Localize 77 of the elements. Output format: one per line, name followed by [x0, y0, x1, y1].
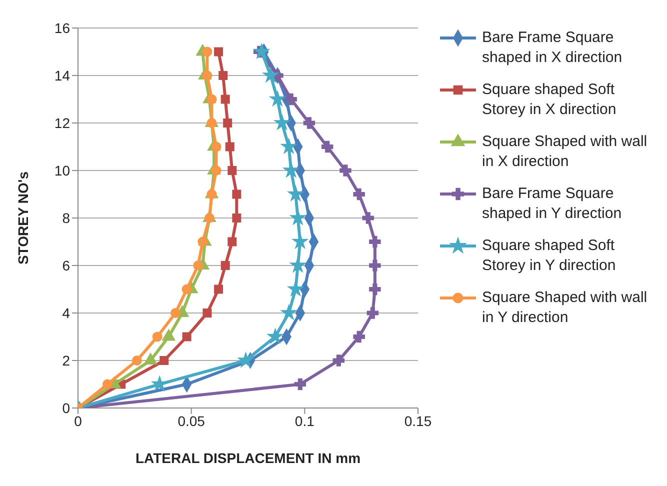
- point: [102, 379, 112, 390]
- point: [232, 190, 242, 199]
- point: [369, 283, 381, 296]
- point: [202, 308, 212, 318]
- point: [283, 162, 299, 178]
- point: [254, 44, 270, 58]
- point: [288, 281, 304, 296]
- x-tick-label: 0.15: [404, 412, 432, 429]
- point: [369, 236, 381, 248]
- point: [288, 186, 304, 201]
- legend-label: Bare Frame Square shaped in X direction: [482, 28, 624, 68]
- point: [220, 261, 230, 270]
- point: [262, 67, 278, 82]
- point: [281, 138, 296, 154]
- point: [340, 164, 352, 176]
- point: [353, 330, 365, 343]
- y-tick-label: 2: [62, 352, 70, 368]
- point: [214, 284, 224, 294]
- y-tick-label: 6: [62, 257, 70, 274]
- point: [274, 114, 290, 130]
- point: [202, 46, 212, 57]
- point: [170, 308, 180, 318]
- point: [214, 47, 224, 56]
- y-tick-label: 10: [54, 162, 70, 178]
- point: [220, 94, 230, 104]
- point: [268, 328, 283, 344]
- point: [198, 236, 208, 247]
- x-tick-label: 0.1: [294, 412, 315, 429]
- point: [270, 91, 286, 106]
- x-axis-title: LATERAL DISPLACEMENT IN mm: [135, 450, 361, 466]
- y-tick-label: 0: [62, 400, 70, 416]
- point: [366, 307, 379, 319]
- point: [152, 332, 162, 342]
- y-tick-label: 12: [54, 114, 70, 131]
- legend-label: Square shaped Soft Storey in Y direction: [482, 236, 617, 276]
- point: [281, 304, 296, 320]
- y-tick-label: 16: [54, 20, 70, 36]
- point: [160, 356, 169, 365]
- point: [211, 165, 222, 176]
- point: [303, 117, 316, 129]
- point: [321, 140, 334, 153]
- point: [353, 188, 365, 200]
- y-tick-label: 14: [54, 67, 70, 84]
- point: [211, 142, 222, 152]
- point: [332, 354, 345, 366]
- point: [290, 257, 306, 272]
- point: [285, 93, 297, 106]
- x-tick-label: 0.05: [178, 412, 206, 429]
- point: [182, 332, 192, 342]
- point: [362, 212, 374, 224]
- point: [238, 352, 254, 368]
- point: [369, 260, 381, 272]
- y-axis-title: STOREY NO's: [14, 171, 31, 265]
- legend-label: Square Shaped with wall in Y direction: [482, 288, 648, 328]
- legend-label: Bare Frame Square shaped in Y direction: [482, 184, 623, 224]
- point: [294, 378, 306, 390]
- legend-label: Square Shaped with wall in X direction: [482, 132, 648, 172]
- point: [228, 237, 237, 246]
- point: [182, 284, 192, 294]
- point: [204, 212, 214, 224]
- point: [132, 355, 142, 366]
- point: [206, 94, 217, 104]
- y-tick-label: 4: [62, 304, 70, 321]
- point: [223, 118, 232, 128]
- point: [290, 210, 306, 225]
- point: [232, 214, 242, 222]
- point: [152, 376, 168, 391]
- point: [206, 118, 217, 128]
- point: [193, 260, 204, 271]
- x-tick-label: 0: [74, 412, 82, 429]
- point: [292, 234, 308, 248]
- point: [228, 166, 237, 175]
- legend-label: Square shaped Soft Storey in X direction: [482, 80, 618, 120]
- y-tick-label: 8: [62, 210, 70, 226]
- point: [225, 142, 234, 152]
- point: [218, 71, 228, 80]
- point: [202, 70, 212, 81]
